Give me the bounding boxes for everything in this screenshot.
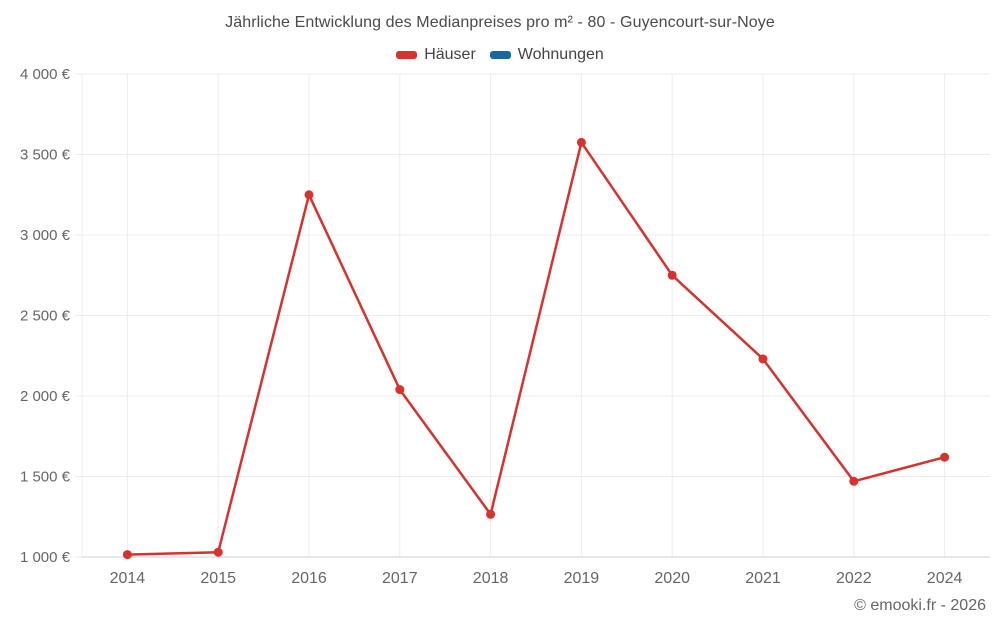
data-point-häuser-2021[interactable] xyxy=(758,354,768,364)
data-point-häuser-2018[interactable] xyxy=(486,509,496,519)
haeuser-series-swatch-icon xyxy=(396,51,418,59)
x-axis-tick-label: 2020 xyxy=(654,570,690,587)
y-axis-tick-label: 4 000 € xyxy=(20,66,71,83)
x-axis-tick-label: 2019 xyxy=(564,570,600,587)
data-point-häuser-2022[interactable] xyxy=(849,476,859,486)
series-line-häuser xyxy=(127,141,945,556)
y-axis-tick-label: 3 000 € xyxy=(20,227,71,244)
data-point-häuser-2020[interactable] xyxy=(667,270,677,280)
legend-item-label: Wohnungen xyxy=(517,46,604,63)
y-axis-tick-label: 1 000 € xyxy=(20,549,71,566)
copyright-attribution: © emooki.fr - 2026 xyxy=(854,597,986,614)
y-axis-tick-label: 2 000 € xyxy=(20,388,71,405)
x-axis-tick-label: 2021 xyxy=(745,570,781,587)
x-axis-tick-label: 2022 xyxy=(836,570,872,587)
data-point-häuser-2015[interactable] xyxy=(213,547,223,557)
data-point-häuser-2014[interactable] xyxy=(122,550,132,560)
y-axis-tick-label: 3 500 € xyxy=(20,147,71,164)
chart-legend: Häuser Wohnungen xyxy=(0,46,1000,64)
legend-item-haeuser[interactable]: Häuser xyxy=(396,46,476,64)
chart-title: Jährliche Entwicklung des Medianpreises … xyxy=(225,14,775,31)
y-axis-tick-label: 1 500 € xyxy=(20,469,71,486)
x-axis-tick-label: 2017 xyxy=(382,570,418,587)
data-point-häuser-2017[interactable] xyxy=(395,385,405,395)
legend-item-label: Häuser xyxy=(424,46,476,63)
x-axis-tick-label: 2015 xyxy=(200,570,236,587)
x-axis-tick-label: 2024 xyxy=(927,570,963,587)
legend-item-wohnungen[interactable]: Wohnungen xyxy=(489,46,604,64)
x-axis-tick-label: 2016 xyxy=(291,570,327,587)
wohnungen-series-swatch-icon xyxy=(489,51,511,59)
data-point-häuser-2019[interactable] xyxy=(576,137,586,147)
y-axis-tick-label: 2 500 € xyxy=(20,308,71,325)
x-axis-tick-label: 2018 xyxy=(473,570,509,587)
data-point-häuser-2024[interactable] xyxy=(940,452,950,462)
data-point-häuser-2016[interactable] xyxy=(304,190,314,200)
x-axis-tick-label: 2014 xyxy=(110,570,146,587)
